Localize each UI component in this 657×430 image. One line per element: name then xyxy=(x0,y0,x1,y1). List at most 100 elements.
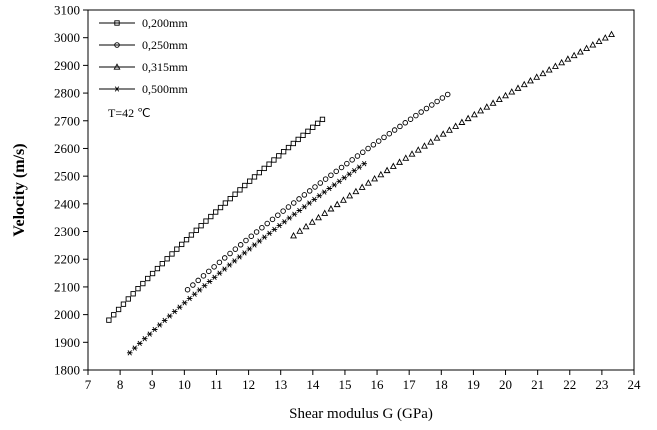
data-point xyxy=(227,195,233,202)
data-point xyxy=(423,105,430,112)
x-tick-label: 7 xyxy=(85,377,92,392)
data-point xyxy=(259,224,265,231)
data-point xyxy=(381,134,387,141)
data-point xyxy=(407,116,414,122)
y-tick-label: 2700 xyxy=(54,113,80,128)
data-point xyxy=(208,213,214,220)
data-point xyxy=(514,84,522,91)
data-point xyxy=(444,91,451,98)
data-point xyxy=(470,110,478,118)
x-tick-label: 22 xyxy=(563,377,576,392)
data-point xyxy=(445,126,453,133)
y-axis-title: Velocity (m/s) xyxy=(11,143,28,236)
data-point xyxy=(276,222,283,229)
data-point xyxy=(408,150,416,157)
data-point xyxy=(364,179,372,186)
data-point xyxy=(371,175,379,182)
data-point xyxy=(346,192,354,199)
data-point xyxy=(477,107,485,114)
data-point xyxy=(508,88,516,95)
data-point xyxy=(302,222,310,230)
data-point xyxy=(195,277,201,284)
legend: 0,200mm 0,250mm 0,315mm 0,500mm xyxy=(99,16,188,96)
data-point xyxy=(135,286,141,292)
data-point xyxy=(300,132,306,139)
data-point xyxy=(564,55,572,62)
data-point xyxy=(495,95,503,103)
data-point xyxy=(186,295,193,302)
x-axis: 7 8 9 10 11 12 13 14 15 16 17 18 19 20 21 22 23 24 xyxy=(85,370,641,392)
data-point xyxy=(402,120,408,126)
data-point xyxy=(154,265,161,272)
data-point xyxy=(360,149,366,156)
data-point xyxy=(452,122,460,129)
data-point xyxy=(356,164,363,170)
data-point xyxy=(483,103,491,110)
x-axis-title: Shear modulus G (GPa) xyxy=(289,406,433,422)
data-point xyxy=(146,331,153,337)
annotation-temperature: T=42 ℃ xyxy=(108,106,151,120)
data-point xyxy=(156,322,163,328)
data-point xyxy=(306,200,313,206)
data-point xyxy=(190,282,196,288)
data-point xyxy=(296,227,304,234)
y-tick-label: 3100 xyxy=(54,3,80,18)
data-point xyxy=(125,296,131,302)
data-point xyxy=(256,169,263,176)
data-point xyxy=(266,230,273,236)
data-point xyxy=(375,138,382,144)
data-point xyxy=(246,178,253,184)
x-tick-label: 17 xyxy=(403,377,417,392)
data-point xyxy=(608,30,615,38)
legend-marker xyxy=(114,86,120,92)
data-point xyxy=(520,80,528,88)
data-point xyxy=(193,227,199,233)
data-point xyxy=(346,171,353,177)
y-tick-label: 3000 xyxy=(54,30,80,45)
y-tick-label: 2400 xyxy=(54,196,80,211)
series-layer xyxy=(106,30,615,356)
data-point xyxy=(198,223,204,229)
y-tick-label: 2100 xyxy=(54,279,80,294)
data-point xyxy=(301,192,308,198)
data-point xyxy=(539,69,547,77)
data-point xyxy=(275,212,281,218)
data-point xyxy=(421,142,428,149)
data-point xyxy=(310,124,316,130)
data-point xyxy=(184,286,191,293)
data-point xyxy=(164,256,170,262)
data-point xyxy=(389,162,397,169)
data-point xyxy=(264,220,270,227)
data-point xyxy=(322,176,329,182)
data-point xyxy=(188,232,195,238)
data-point xyxy=(314,120,321,126)
data-point xyxy=(237,187,243,193)
data-point xyxy=(145,275,151,282)
data-point xyxy=(130,291,136,297)
data-point xyxy=(464,114,472,122)
series-square xyxy=(106,116,326,323)
data-point xyxy=(237,242,244,248)
data-point xyxy=(242,182,248,189)
data-point xyxy=(151,326,158,333)
data-point xyxy=(391,127,398,133)
data-point xyxy=(203,218,209,224)
data-point xyxy=(136,340,143,347)
data-point xyxy=(266,161,272,167)
data-point xyxy=(227,250,233,257)
data-point xyxy=(183,237,190,243)
data-point xyxy=(595,37,603,44)
data-point xyxy=(149,270,156,277)
data-point xyxy=(489,99,497,106)
data-point xyxy=(386,130,393,137)
data-point xyxy=(383,166,391,174)
x-tick-label: 12 xyxy=(242,377,255,392)
data-point xyxy=(217,204,224,211)
data-point xyxy=(344,160,350,167)
data-point xyxy=(106,317,112,323)
data-point xyxy=(171,308,178,315)
y-axis: 1800 1900 2000 2100 2200 2300 2400 2500 2600 2700… xyxy=(54,3,88,378)
data-point xyxy=(211,264,217,270)
data-point xyxy=(331,182,338,188)
data-point xyxy=(427,138,435,145)
